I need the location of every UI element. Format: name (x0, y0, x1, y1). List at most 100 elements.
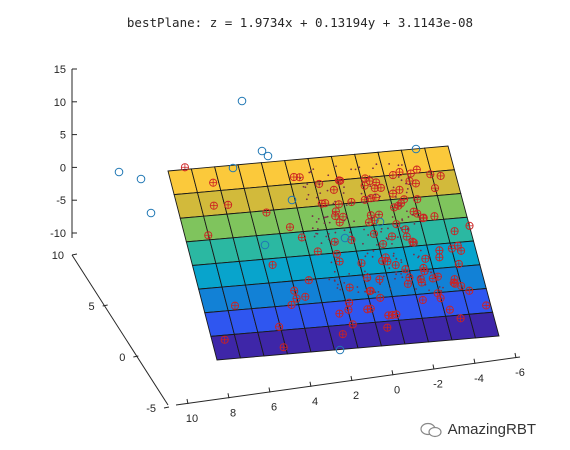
inlier-dot (371, 255, 374, 258)
inlier-point (402, 232, 411, 241)
inlier-point (435, 253, 444, 262)
inlier-points (180, 163, 491, 352)
outlier-point (263, 151, 273, 161)
inlier-point (301, 292, 310, 301)
inlier-dot (399, 204, 401, 207)
inlier-point (268, 260, 277, 269)
inlier-point (331, 207, 340, 216)
inlier-dot (395, 196, 397, 198)
inlier-point (395, 168, 404, 177)
inlier-point (366, 211, 375, 220)
inlier-point (366, 286, 375, 295)
inlier-point (376, 293, 385, 302)
outlier-point (335, 345, 345, 355)
inlier-dot (376, 243, 378, 246)
inlier-dot (406, 187, 409, 190)
inlier-dot (394, 277, 396, 280)
chart-axes (71, 69, 521, 406)
inlier-point (457, 281, 466, 291)
inlier-dot (413, 253, 415, 256)
inlier-dot (407, 228, 410, 231)
inlier-dot (365, 197, 368, 199)
inlier-point (383, 257, 392, 266)
inlier-dot (327, 174, 330, 177)
inlier-dot (372, 250, 375, 252)
inlier-dot (377, 213, 380, 216)
inlier-dot (399, 227, 402, 229)
inlier-point (435, 246, 444, 255)
inlier-dot (407, 216, 410, 218)
inlier-point (408, 237, 417, 246)
inlier-dot (311, 227, 314, 230)
inlier-dot (403, 269, 405, 272)
inlier-dot (345, 216, 348, 218)
inlier-point (394, 201, 403, 210)
inlier-dot (320, 242, 323, 245)
inlier-point (433, 272, 442, 281)
inlier-dot (312, 168, 315, 171)
x-tick-group: 10 8 6 4 2 0 -2 -4 -6 (186, 352, 525, 425)
inlier-dot (357, 291, 360, 294)
outlier-point (411, 144, 421, 154)
inlier-dot (336, 287, 339, 289)
inlier-point (357, 259, 366, 268)
inlier-dot (316, 232, 319, 235)
inlier-point (392, 310, 401, 319)
inlier-point (454, 259, 463, 269)
inlier-point (482, 301, 491, 310)
inlier-dot (375, 163, 378, 166)
inlier-point (297, 233, 306, 242)
inlier-dot (419, 218, 422, 221)
inlier-dot (364, 270, 366, 273)
inlier-point (450, 227, 459, 236)
inlier-point (335, 218, 344, 227)
inlier-point (375, 275, 384, 284)
inlier-dot (302, 185, 305, 188)
inlier-point (331, 211, 340, 221)
inlier-point (436, 294, 445, 303)
inlier-dot (386, 238, 389, 241)
inlier-dot (400, 259, 403, 261)
inlier-point (332, 249, 341, 258)
inlier-point (403, 279, 412, 288)
inlier-dot (369, 185, 372, 188)
inlier-dot (371, 217, 374, 219)
inlier-dot (397, 176, 400, 178)
y-tick-label: -5 (146, 403, 156, 415)
inlier-point (366, 304, 375, 313)
inlier-dot (315, 232, 317, 235)
inlier-dot (405, 182, 407, 185)
x-tick-label: 6 (271, 402, 277, 414)
y-tick-mark (133, 355, 139, 358)
inlier-point (390, 203, 399, 212)
inlier-dot (318, 183, 321, 186)
z-tick-label: -10 (50, 228, 66, 240)
inlier-dot (395, 257, 398, 260)
inlier-point (279, 343, 288, 352)
z-tick-label: 5 (60, 130, 66, 142)
inlier-dot (374, 193, 377, 196)
inlier-point (262, 208, 271, 217)
inlier-dot (419, 249, 422, 252)
inlier-point (220, 335, 229, 344)
inlier-dot (362, 242, 364, 245)
y-tick-mark (102, 304, 108, 307)
inlier-dot (387, 227, 389, 230)
inlier-point (379, 239, 388, 249)
x-tick-mark (514, 352, 517, 359)
inlier-point (383, 323, 392, 332)
outlier-point (114, 167, 124, 177)
inlier-dot (379, 283, 381, 286)
inlier-dot (334, 200, 337, 203)
y-tick-label: 10 (52, 250, 64, 262)
inlier-point (313, 247, 322, 256)
inlier-dot (328, 278, 331, 281)
inlier-dot (323, 222, 326, 225)
inlier-dot (395, 270, 398, 273)
inlier-point (421, 254, 430, 263)
inlier-point (317, 199, 326, 208)
y-axis-line (71, 254, 169, 406)
inlier-point (292, 294, 301, 303)
inlier-point (413, 195, 422, 204)
inlier-point (329, 185, 338, 194)
